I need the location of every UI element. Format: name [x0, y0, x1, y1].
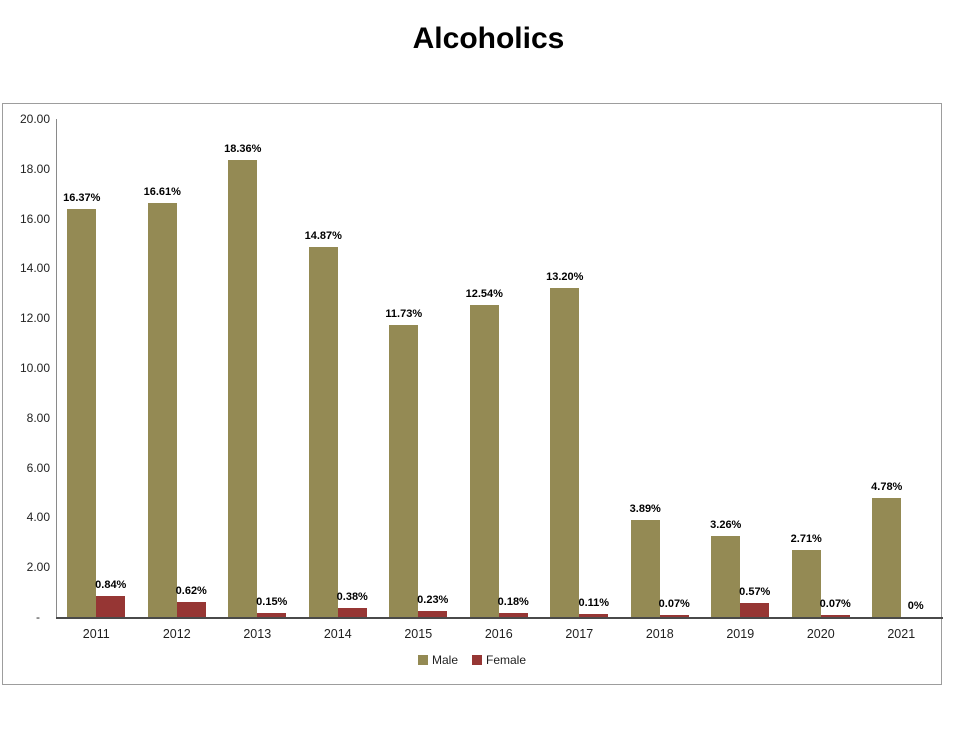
bar-label-male-2014: 14.87% — [304, 230, 342, 242]
bar-female-2019 — [740, 603, 770, 617]
bar-label-female-2013: 0.15% — [256, 596, 288, 608]
bar-label-male-2021: 4.78% — [871, 481, 903, 493]
x-axis-tick-label-2018: 2018 — [645, 627, 674, 641]
legend-swatch-male — [417, 655, 428, 665]
y-axis-line — [56, 119, 57, 617]
x-axis-tick-label-2016: 2016 — [484, 627, 513, 641]
x-axis-tick-label-2014: 2014 — [323, 627, 352, 641]
legend-item-female: Female — [472, 653, 526, 667]
bar-male-2013 — [228, 160, 258, 617]
bar-male-2014 — [308, 247, 338, 617]
y-axis-tick-label: 4.00 — [26, 510, 50, 525]
x-axis-tick-label-2013: 2013 — [243, 627, 272, 641]
bar-female-2020 — [820, 615, 850, 617]
bar-label-female-2018: 0.07% — [658, 598, 690, 610]
chart-frame: 20.00 18.00 16.00 14.00 12.00 10.00 8.00 6.00 4.… — [2, 103, 943, 685]
bar-label-female-2016: 0.18% — [497, 596, 529, 608]
bar-label-male-2020: 2.71% — [790, 533, 822, 545]
bar-female-2014 — [337, 608, 367, 617]
y-axis-tick-label: - — [36, 610, 50, 624]
bar-female-2012 — [176, 602, 206, 617]
bar-label-female-2014: 0.38% — [336, 591, 368, 603]
y-axis-tick-label: 2.00 — [26, 560, 50, 575]
y-axis-tick-label: 10.00 — [19, 361, 50, 375]
bar-label-male-2018: 3.89% — [629, 503, 661, 515]
x-axis-tick-label-2017: 2017 — [565, 627, 594, 641]
legend-item-male: Male — [417, 653, 458, 667]
bar-label-female-2017: 0.11% — [578, 597, 610, 609]
bar-label-male-2012: 16.61% — [143, 186, 181, 198]
bar-female-2013 — [257, 613, 287, 617]
bar-label-female-2011: 0.84% — [95, 579, 127, 591]
bar-female-2016 — [498, 613, 528, 617]
bar-male-2019 — [711, 536, 741, 617]
bar-female-2017 — [579, 614, 609, 617]
bar-label-female-2012: 0.62% — [175, 585, 207, 597]
y-axis-tick-label: 20.00 — [19, 112, 50, 126]
x-axis-tick-label-2020: 2020 — [806, 627, 835, 641]
bar-male-2011 — [67, 209, 97, 617]
y-axis-tick-label: 14.00 — [19, 261, 50, 276]
x-axis-tick-label-2012: 2012 — [162, 627, 191, 641]
bar-male-2021 — [872, 498, 902, 617]
y-axis-tick-label: 12.00 — [19, 311, 50, 326]
legend-label-female: Female — [486, 653, 527, 667]
bar-label-male-2011: 16.37% — [63, 192, 101, 204]
chart-title: Alcoholics — [412, 22, 565, 55]
bar-male-2015 — [389, 325, 419, 617]
bar-label-male-2019: 3.26% — [710, 519, 742, 531]
bar-label-female-2021: 0% — [907, 600, 924, 612]
bar-female-2018 — [659, 615, 689, 617]
bar-male-2012 — [147, 203, 177, 617]
x-axis-line — [56, 617, 943, 619]
bar-female-2015 — [418, 611, 448, 617]
bar-label-female-2015: 0.23% — [417, 594, 449, 606]
x-axis-tick-label-2019: 2019 — [726, 627, 755, 641]
bar-label-female-2020: 0.07% — [819, 598, 851, 610]
bar-male-2020 — [791, 550, 821, 617]
legend: Male Female — [3, 653, 941, 667]
bar-female-2011 — [96, 596, 126, 617]
bar-male-2016 — [469, 305, 499, 617]
legend-swatch-female — [472, 655, 482, 665]
bar-label-male-2016: 12.54% — [465, 288, 503, 300]
y-axis-tick-label: 8.00 — [26, 410, 50, 425]
legend-label-male: Male — [431, 653, 458, 667]
bar-label-female-2019: 0.57% — [739, 586, 771, 598]
bar-male-2018 — [630, 520, 660, 617]
bar-male-2017 — [550, 288, 580, 617]
x-axis-tick-label-2021: 2021 — [887, 627, 916, 641]
y-axis-tick-label: 6.00 — [26, 460, 50, 475]
bar-label-male-2017: 13.20% — [546, 271, 584, 283]
y-axis-tick-label: 18.00 — [19, 161, 50, 176]
x-axis-tick-label-2015: 2015 — [404, 627, 433, 641]
x-axis-tick-label-2011: 2011 — [82, 627, 110, 641]
bar-label-male-2013: 18.36% — [224, 143, 262, 155]
y-axis-tick-label: 16.00 — [19, 211, 50, 226]
bar-label-male-2015: 11.73% — [385, 308, 423, 320]
